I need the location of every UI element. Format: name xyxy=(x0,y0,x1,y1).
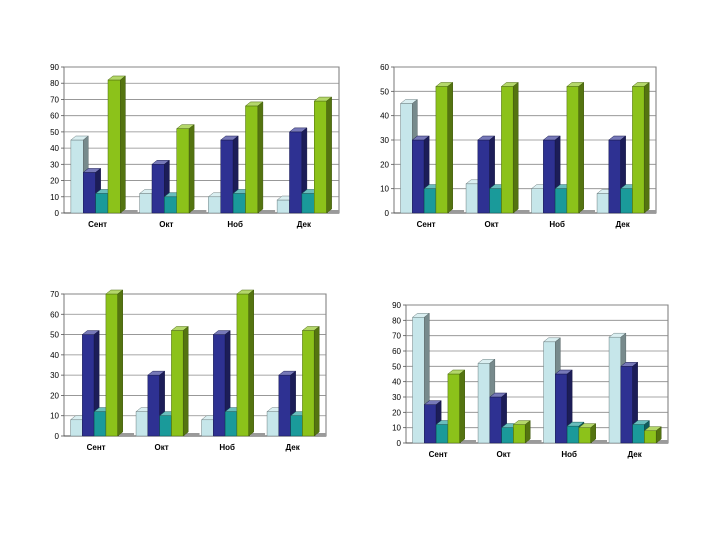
y-tick-label: 50 xyxy=(50,331,59,340)
y-tick-label: 30 xyxy=(392,393,401,402)
x-tick-label: Сент xyxy=(87,443,106,452)
chart-top-left: 0 10 20 30 40 50 60 70 80 90 Сент Окт Ноб Дек xyxy=(50,63,340,229)
bar-s4-4 xyxy=(313,96,333,214)
floor-slab xyxy=(328,210,339,213)
x-tick-label: Сент xyxy=(88,220,107,229)
bar-s4-1 xyxy=(105,289,124,437)
y-tick-label: 70 xyxy=(50,95,59,104)
floor-slab xyxy=(527,440,542,443)
floor-slab xyxy=(250,433,266,436)
bar-s4-1 xyxy=(447,369,466,444)
y-tick-label: 40 xyxy=(380,112,389,121)
bar-s4-3 xyxy=(578,423,597,444)
y-tick-label: 80 xyxy=(50,79,59,88)
floor-slab xyxy=(185,433,200,436)
bar-s4-4 xyxy=(643,426,662,444)
y-tick-label: 30 xyxy=(50,160,59,169)
x-tick-label: Дек xyxy=(616,220,631,229)
bar-s4-1 xyxy=(435,81,454,214)
floor-slab xyxy=(461,440,477,443)
y-tick-label: 70 xyxy=(392,332,401,341)
y-tick-label: 60 xyxy=(50,310,59,319)
y-tick-label: 20 xyxy=(50,391,59,400)
chart-bottom-left: 0 10 20 30 40 50 60 70 Сент Окт Ноб Дек xyxy=(50,289,327,452)
floor-slab xyxy=(119,433,135,436)
x-tick-label: Окт xyxy=(159,220,173,229)
x-tick-label: Ноб xyxy=(227,220,243,229)
x-tick-label: Ноб xyxy=(549,220,565,229)
bar-s4-2 xyxy=(512,420,531,444)
y-tick-label: 70 xyxy=(50,290,59,299)
x-tick-label: Дек xyxy=(286,443,301,452)
bar-s4-1 xyxy=(107,75,127,214)
bar-s4-4 xyxy=(631,81,650,214)
y-tick-label: 0 xyxy=(397,439,402,448)
x-tick-label: Дек xyxy=(628,450,643,459)
floor-slab xyxy=(449,210,465,213)
x-tick-label: Окт xyxy=(497,450,511,459)
y-tick-label: 60 xyxy=(50,112,59,121)
bar-s4-3 xyxy=(566,81,585,214)
x-tick-label: Ноб xyxy=(561,450,577,459)
y-tick-label: 50 xyxy=(50,128,59,137)
bar-s4-4 xyxy=(301,325,320,437)
y-tick-label: 60 xyxy=(392,347,401,356)
y-tick-label: 50 xyxy=(392,362,401,371)
floor-slab xyxy=(646,210,656,213)
floor-slab xyxy=(191,210,207,213)
floor-slab xyxy=(658,440,668,443)
floor-slab xyxy=(580,210,596,213)
floor-slab xyxy=(259,210,276,213)
y-tick-label: 50 xyxy=(380,87,389,96)
y-tick-label: 10 xyxy=(50,412,59,421)
y-tick-label: 90 xyxy=(392,301,401,310)
y-tick-label: 10 xyxy=(50,193,59,202)
x-tick-label: Сент xyxy=(429,450,448,459)
bar-s4-3 xyxy=(244,101,264,214)
floor-slab xyxy=(122,210,138,213)
bar-s4-2 xyxy=(500,81,519,214)
x-tick-label: Сент xyxy=(417,220,436,229)
y-tick-label: 0 xyxy=(385,209,390,218)
y-tick-label: 20 xyxy=(380,160,389,169)
y-tick-label: 40 xyxy=(50,351,59,360)
y-tick-label: 30 xyxy=(50,371,59,380)
y-tick-label: 80 xyxy=(392,316,401,325)
y-tick-label: 40 xyxy=(50,144,59,153)
y-tick-label: 60 xyxy=(380,63,389,72)
x-tick-label: Дек xyxy=(297,220,312,229)
floor-slab xyxy=(316,433,326,436)
bar-s4-2 xyxy=(170,325,189,437)
y-tick-label: 0 xyxy=(55,209,60,218)
y-tick-label: 90 xyxy=(50,63,59,72)
x-tick-label: Ноб xyxy=(219,443,235,452)
y-tick-label: 40 xyxy=(392,378,401,387)
y-tick-label: 10 xyxy=(380,185,389,194)
y-tick-label: 30 xyxy=(380,136,389,145)
y-tick-label: 0 xyxy=(55,432,60,441)
bar-s4-3 xyxy=(236,289,255,437)
chart-bottom-right: 0 10 20 30 40 50 60 70 80 90 Сент Окт Ноб Дек xyxy=(392,301,669,459)
y-tick-label: 10 xyxy=(392,424,401,433)
x-tick-label: Окт xyxy=(155,443,169,452)
y-tick-label: 20 xyxy=(50,177,59,186)
bar-s4-2 xyxy=(176,124,195,214)
floor-slab xyxy=(592,440,608,443)
y-tick-label: 20 xyxy=(392,408,401,417)
floor-slab xyxy=(515,210,530,213)
chart-top-right: 0 10 20 30 40 50 60 Сент Окт Ноб Дек xyxy=(380,63,657,229)
x-tick-label: Окт xyxy=(485,220,499,229)
